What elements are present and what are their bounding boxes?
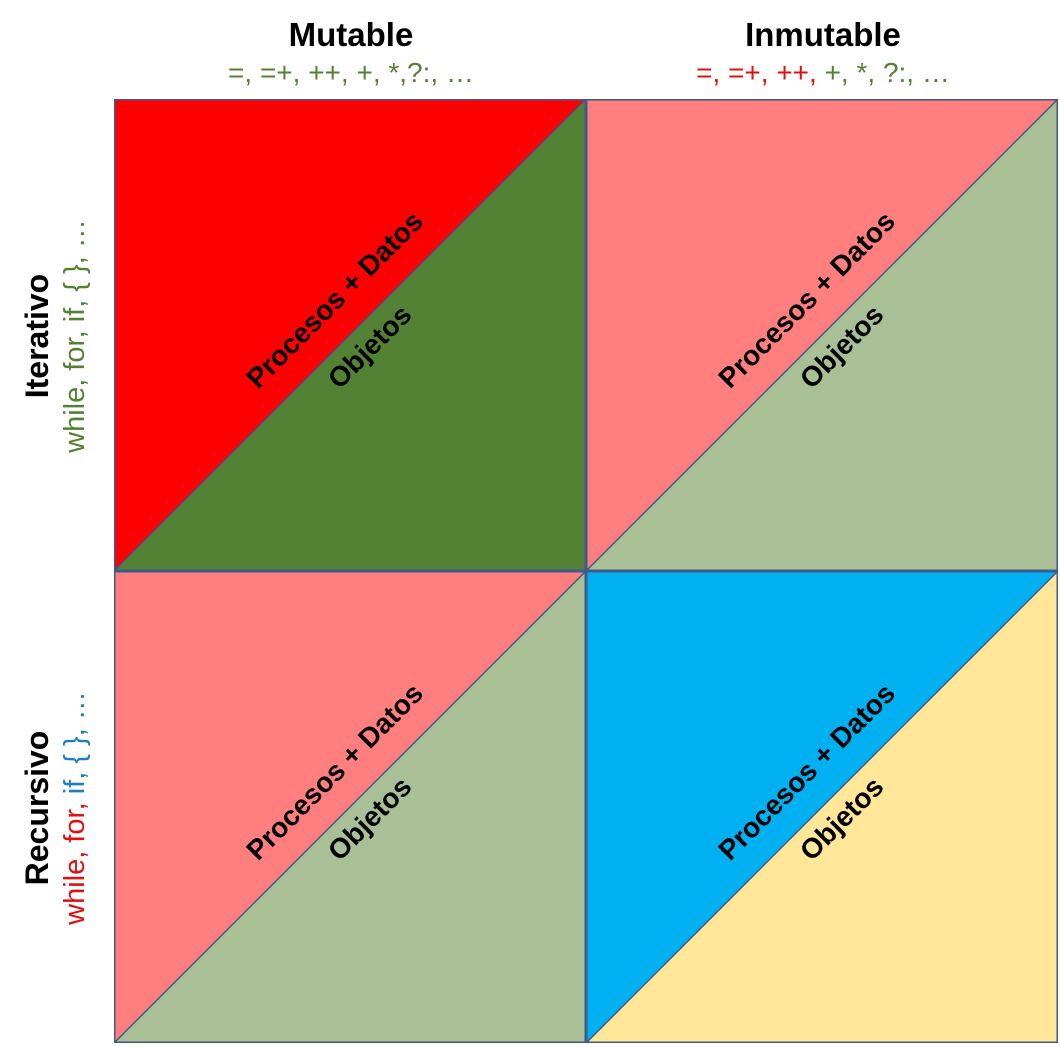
row-keywords: while, for, if, { }, … [57, 573, 93, 1043]
cell-shapes [586, 571, 1058, 1043]
diagonal-line [586, 571, 1058, 1043]
cell-shapes [586, 99, 1058, 571]
column-operators: =, =+, ++, +, *, ?:, … [588, 56, 1058, 90]
row-header-recursivo: Recursivo while, for, if, { }, … [17, 573, 93, 1043]
column-operators: =, =+, ++, +, *,?:, … [116, 56, 586, 90]
operators-text-green: +, *, ?:, … [816, 57, 950, 88]
cell-mutable-recursivo: Procesos + Datos Objetos [114, 571, 586, 1043]
column-header-mutable: Mutable =, =+, ++, +, *,?:, … [116, 14, 586, 90]
cell-border [114, 571, 586, 1043]
column-title: Mutable [288, 16, 414, 53]
cell-border [114, 99, 586, 571]
diagonal-line [586, 99, 1058, 571]
quadrant-grid: Procesos + Datos Objetos Procesos + Dato… [114, 99, 1058, 1043]
row-title: Recursivo [19, 730, 55, 886]
row-header-iterativo: Iterativo while, for, if, { }, … [17, 101, 93, 571]
row-title: Iterativo [19, 273, 55, 399]
column-header-inmutable: Inmutable =, =+, ++, +, *, ?:, … [588, 14, 1058, 90]
operators-text: =, =+, ++, +, *,?:, … [228, 57, 474, 88]
operators-text-red: =, =+, ++, [696, 57, 817, 88]
diagonal-line [114, 571, 586, 1043]
cell-shapes [114, 571, 586, 1043]
cell-inmutable-iterativo: Procesos + Datos Objetos [586, 99, 1058, 571]
cell-shapes [114, 99, 586, 571]
row-keywords: while, for, if, { }, … [57, 101, 93, 571]
cell-border [586, 99, 1058, 571]
cell-mutable-iterativo: Procesos + Datos Objetos [114, 99, 586, 571]
cell-border [586, 571, 1058, 1043]
cell-inmutable-recursivo: Procesos + Datos Objetos [586, 571, 1058, 1043]
keywords-text-blue: if, { }, … [59, 691, 91, 803]
keywords-text: while, for, if, { }, … [59, 219, 91, 453]
diagonal-line [114, 99, 586, 571]
keywords-text-red: while, for, [59, 802, 91, 925]
column-title: Inmutable [745, 16, 901, 53]
